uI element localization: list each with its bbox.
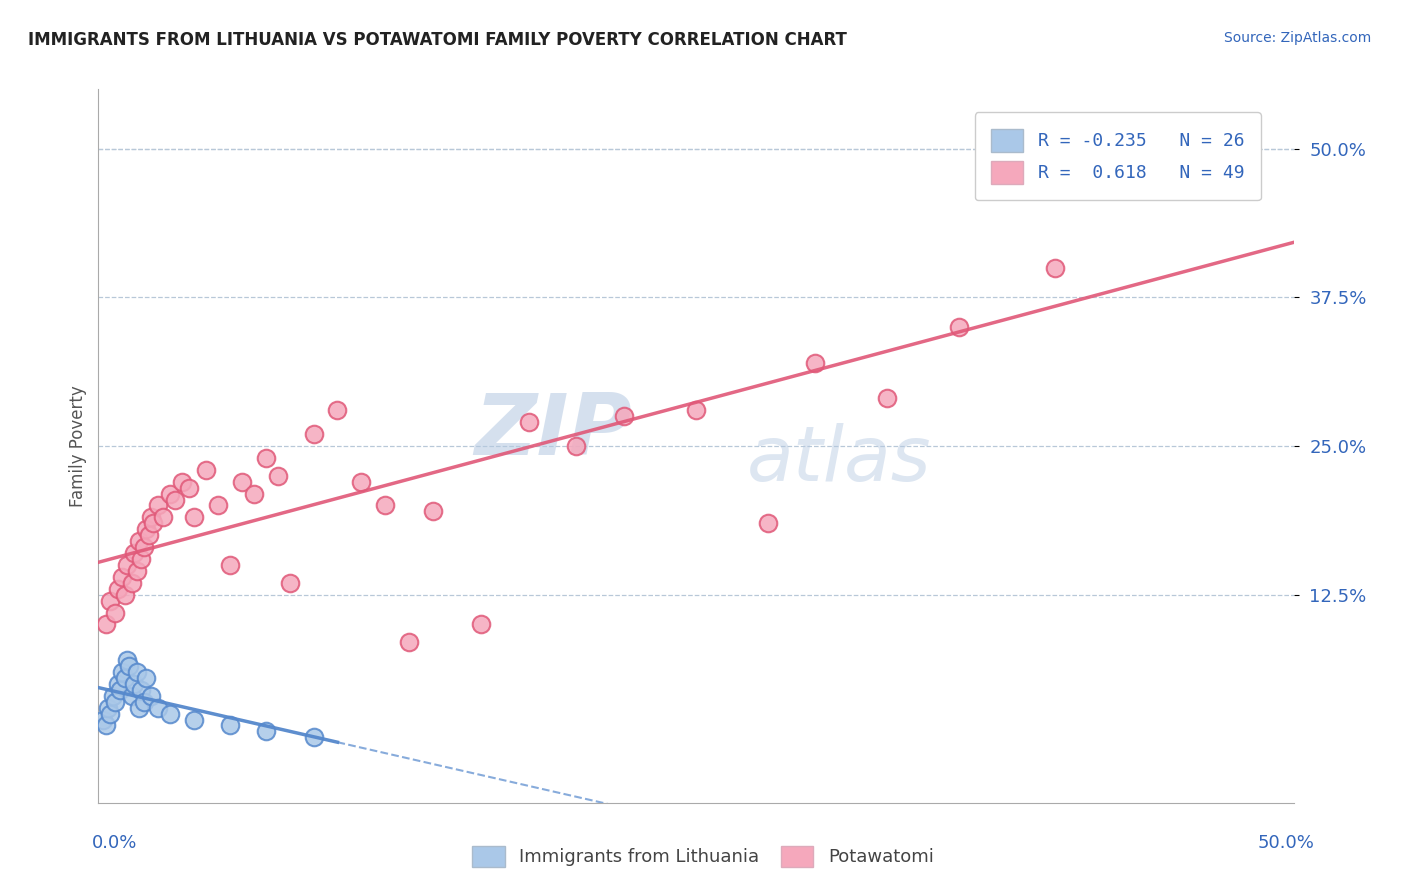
Point bbox=[128, 534, 150, 549]
Point bbox=[278, 575, 301, 590]
Point bbox=[142, 516, 165, 531]
Text: 0.0%: 0.0% bbox=[91, 834, 136, 852]
Point bbox=[131, 552, 153, 566]
Point bbox=[756, 516, 779, 531]
Point bbox=[104, 606, 127, 620]
Point bbox=[138, 528, 160, 542]
Point bbox=[948, 320, 970, 334]
Point bbox=[114, 671, 136, 685]
Point bbox=[302, 427, 325, 442]
Point bbox=[114, 588, 136, 602]
Point bbox=[422, 504, 444, 518]
Point bbox=[139, 510, 162, 524]
Point bbox=[108, 682, 131, 697]
Point bbox=[111, 665, 134, 679]
Point bbox=[125, 665, 148, 679]
Point bbox=[115, 558, 138, 572]
Point bbox=[107, 582, 129, 596]
Y-axis label: Family Poverty: Family Poverty bbox=[69, 385, 87, 507]
Point bbox=[159, 486, 181, 500]
Point bbox=[231, 475, 253, 489]
Point bbox=[94, 718, 117, 732]
Point bbox=[172, 475, 194, 489]
Point bbox=[104, 695, 127, 709]
Point bbox=[302, 731, 325, 745]
Point bbox=[163, 492, 186, 507]
Point bbox=[398, 635, 420, 649]
Point bbox=[179, 481, 201, 495]
Point bbox=[207, 499, 229, 513]
Point bbox=[121, 689, 143, 703]
Point bbox=[94, 617, 117, 632]
Point bbox=[98, 593, 122, 607]
Point bbox=[97, 700, 120, 714]
Point bbox=[124, 546, 146, 560]
Text: atlas: atlas bbox=[747, 424, 932, 497]
Point bbox=[125, 564, 148, 578]
Point bbox=[1043, 260, 1066, 275]
Point bbox=[267, 468, 290, 483]
Point bbox=[876, 392, 898, 406]
Point bbox=[219, 718, 242, 732]
Text: IMMIGRANTS FROM LITHUANIA VS POTAWATOMI FAMILY POVERTY CORRELATION CHART: IMMIGRANTS FROM LITHUANIA VS POTAWATOMI … bbox=[28, 31, 846, 49]
Point bbox=[565, 439, 588, 453]
Point bbox=[135, 522, 157, 536]
Point bbox=[135, 671, 157, 685]
Point bbox=[124, 677, 146, 691]
Point bbox=[152, 510, 174, 524]
Point bbox=[101, 689, 124, 703]
Point bbox=[91, 713, 114, 727]
Point bbox=[159, 706, 181, 721]
Point bbox=[517, 415, 540, 429]
Point bbox=[374, 499, 396, 513]
Point bbox=[139, 689, 162, 703]
Point bbox=[121, 575, 143, 590]
Point bbox=[148, 700, 170, 714]
Point bbox=[107, 677, 129, 691]
Point bbox=[1163, 142, 1185, 156]
Legend: R = -0.235   N = 26, R =  0.618   N = 49: R = -0.235 N = 26, R = 0.618 N = 49 bbox=[974, 112, 1261, 201]
Point bbox=[243, 486, 266, 500]
Point bbox=[350, 475, 373, 489]
Point bbox=[128, 700, 150, 714]
Point bbox=[254, 450, 277, 465]
Point bbox=[254, 724, 277, 739]
Point bbox=[132, 695, 155, 709]
Text: ZIP: ZIP bbox=[474, 390, 631, 474]
Point bbox=[111, 570, 134, 584]
Point bbox=[804, 356, 827, 370]
Point bbox=[613, 409, 636, 424]
Point bbox=[132, 540, 155, 554]
Point bbox=[118, 659, 141, 673]
Point bbox=[98, 706, 122, 721]
Point bbox=[685, 403, 707, 417]
Point bbox=[326, 403, 349, 417]
Point bbox=[115, 653, 138, 667]
Point bbox=[219, 558, 242, 572]
Text: Source: ZipAtlas.com: Source: ZipAtlas.com bbox=[1223, 31, 1371, 45]
Point bbox=[148, 499, 170, 513]
Legend: Immigrants from Lithuania, Potawatomi: Immigrants from Lithuania, Potawatomi bbox=[463, 837, 943, 876]
Text: 50.0%: 50.0% bbox=[1258, 834, 1315, 852]
Point bbox=[183, 510, 205, 524]
Point bbox=[195, 463, 218, 477]
Point bbox=[131, 682, 153, 697]
Point bbox=[470, 617, 492, 632]
Point bbox=[183, 713, 205, 727]
